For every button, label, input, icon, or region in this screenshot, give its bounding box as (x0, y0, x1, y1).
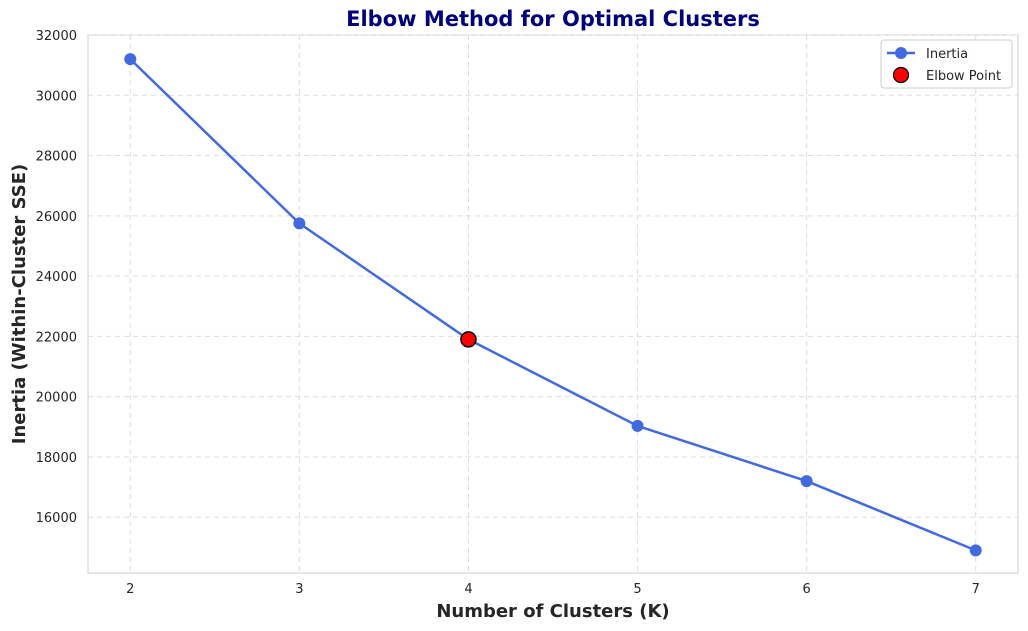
x-tick-label: 5 (633, 582, 641, 597)
data-point-inertia (631, 419, 644, 432)
legend: Inertia Elbow Point (880, 39, 1013, 89)
legend-inertia-marker-icon (895, 47, 907, 59)
x-tick-label: 7 (972, 582, 980, 597)
y-tick-label: 26000 (36, 210, 77, 225)
elbow-point-marker (460, 331, 477, 348)
y-tick-label: 16000 (36, 511, 77, 526)
y-tick-label: 28000 (36, 150, 77, 165)
elbow-point-layer (460, 331, 477, 348)
x-tick-label: 3 (295, 582, 303, 597)
data-point-inertia (969, 544, 982, 557)
plot-frame (87, 34, 1019, 574)
legend-label-elbow-point: Elbow Point (926, 69, 1001, 84)
y-tick-label: 30000 (36, 89, 77, 104)
data-point-inertia (124, 53, 137, 66)
plot-area (87, 34, 1019, 574)
y-tick-label: 22000 (36, 330, 77, 345)
x-tick-labels: 2 3 4 5 6 7 (126, 582, 980, 597)
y-tick-label: 24000 (36, 270, 77, 285)
x-tick-label: 4 (464, 582, 472, 597)
y-tick-label: 32000 (36, 29, 77, 44)
data-point-inertia (800, 475, 813, 488)
y-axis-label: Inertia (Within-Cluster SSE) (9, 164, 30, 444)
y-gridlines (88, 34, 1018, 518)
x-axis-label: Number of Clusters (K) (436, 601, 669, 622)
y-tick-labels: 16000 18000 20000 22000 24000 26000 28000 30000… (36, 29, 77, 526)
legend-label-inertia: Inertia (926, 47, 968, 62)
x-tick-label: 6 (802, 582, 810, 597)
y-tick-label: 18000 (36, 451, 77, 466)
y-tick-label: 20000 (36, 391, 77, 406)
chart-title: Elbow Method for Optimal Clusters (346, 7, 760, 31)
x-tick-label: 2 (126, 582, 134, 597)
series-line-inertia (129, 57, 977, 552)
legend-elbow-marker-icon (892, 66, 910, 84)
data-point-inertia (293, 217, 306, 230)
